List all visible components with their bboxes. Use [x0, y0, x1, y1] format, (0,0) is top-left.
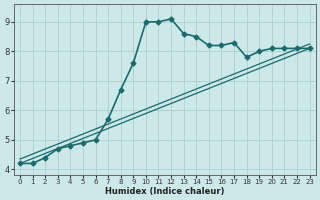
X-axis label: Humidex (Indice chaleur): Humidex (Indice chaleur) [105, 187, 225, 196]
